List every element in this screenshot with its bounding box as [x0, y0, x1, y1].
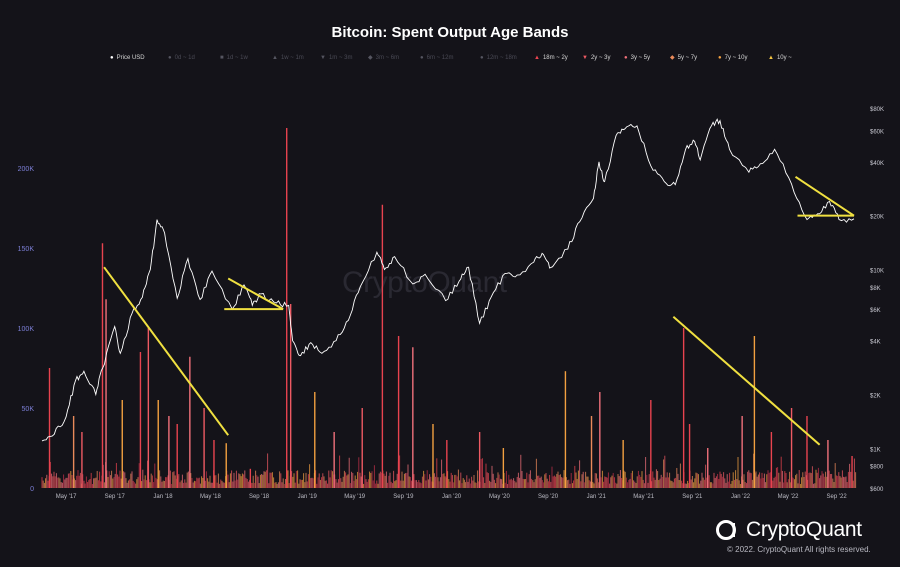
y-right-tick-label: $800: [870, 465, 884, 471]
legend-label: 10y ~: [776, 55, 792, 61]
x-tick-label: Sep '21: [682, 494, 703, 500]
x-tick-label: Sep '20: [538, 494, 559, 500]
x-tick-label: Jan '19: [298, 494, 318, 500]
legend-item[interactable]: ● 6m ~ 12m: [420, 55, 453, 61]
y-right-tick-label: $8K: [870, 286, 881, 292]
price-usd-line: [41, 118, 855, 442]
x-tick-label: Sep '18: [249, 494, 270, 500]
x-tick-label: May '17: [56, 494, 77, 500]
legend-label: 3m ~ 6m: [375, 55, 400, 61]
legend-item[interactable]: ● 12m ~ 18m: [480, 55, 517, 61]
cryptoquant-logo: CryptoQuant: [716, 516, 862, 544]
legend-label: 1w ~ 1m: [280, 55, 304, 61]
y-right-tick-label: $4K: [870, 340, 881, 346]
y-right-tick-label: $6K: [870, 308, 881, 314]
x-tick-label: Jan '21: [587, 494, 607, 500]
legend-item[interactable]: ■ 1d ~ 1w: [220, 55, 248, 61]
brand-name: CryptoQuant: [746, 518, 862, 541]
legend-label: 12m ~ 18m: [486, 55, 517, 61]
legend-marker-icon: ●: [624, 55, 628, 61]
y-right-tick-label: $60K: [870, 129, 884, 135]
x-tick-label: Jan '22: [731, 494, 751, 500]
x-tick-label: Sep '17: [105, 494, 126, 500]
legend-marker-icon: ◆: [670, 55, 675, 61]
legend-marker-icon: ▼: [320, 55, 326, 61]
x-tick-label: May '21: [633, 494, 654, 500]
legend-item[interactable]: ▲ 18m ~ 2y: [534, 55, 568, 61]
legend-label: 3y ~ 5y: [630, 55, 651, 61]
y-left-tick-label: 150K: [18, 246, 35, 253]
legend-item[interactable]: ● 3y ~ 5y: [624, 55, 650, 61]
x-tick-label: Sep '19: [393, 494, 414, 500]
legend-label: 0d ~ 1d: [174, 55, 195, 61]
chart-legend: ● Price USD ● 0d ~ 1d ■ 1d ~ 1w ▲ 1w ~ 1m ▼ 1m ~ …: [110, 55, 792, 69]
x-tick-label: Jan '18: [153, 494, 173, 500]
y-right-tick-label: $40K: [870, 161, 884, 167]
legend-label: 6m ~ 12m: [426, 55, 454, 61]
trend-annotation-line: [103, 266, 230, 436]
legend-item[interactable]: ● 7y ~ 10y: [718, 55, 747, 61]
legend-item[interactable]: ▼ 2y ~ 3y: [582, 55, 610, 61]
x-tick-label: May '22: [778, 494, 799, 500]
legend-item[interactable]: ▲ 10y ~: [768, 55, 792, 61]
legend-label: 5y ~ 7y: [677, 55, 698, 61]
chart-title: Bitcoin: Spent Output Age Bands: [331, 24, 569, 41]
legend-label: Price USD: [116, 55, 145, 61]
legend-item[interactable]: ◆ 5y ~ 7y: [670, 55, 697, 61]
legend-item[interactable]: ● Price USD: [110, 55, 145, 61]
copyright-text: © 2022. CryptoQuant All rights reserved.: [727, 545, 871, 554]
legend-marker-icon: ◆: [368, 55, 373, 61]
legend-marker-icon: ●: [168, 55, 172, 61]
legend-label: 2y ~ 3y: [590, 55, 611, 61]
legend-item[interactable]: ◆ 3m ~ 6m: [368, 55, 399, 61]
legend-marker-icon: ●: [480, 55, 484, 61]
y-right-tick-label: $1K: [870, 447, 881, 453]
y-left-tick-label: 0: [30, 486, 34, 493]
legend-marker-icon: ▼: [582, 55, 588, 61]
trend-annotation-line: [672, 316, 821, 446]
legend-marker-icon: ●: [110, 55, 114, 61]
y-right-tick-label: $80K: [870, 107, 884, 113]
x-tick-label: May '19: [344, 494, 365, 500]
y-left-tick-label: 100K: [18, 326, 35, 333]
triangle-annotation: [794, 175, 855, 217]
x-tick-label: Sep '22: [827, 494, 848, 500]
legend-item[interactable]: ▲ 1w ~ 1m: [272, 55, 304, 61]
legend-marker-icon: ▲: [534, 55, 540, 61]
legend-marker-icon: ■: [220, 55, 224, 61]
legend-item[interactable]: ▼ 1m ~ 3m: [320, 55, 352, 61]
y-left-tick-label: 50K: [22, 406, 35, 413]
y-right-tick-label: $20K: [870, 215, 884, 221]
legend-marker-icon: ●: [718, 55, 722, 61]
legend-label: 7y ~ 10y: [724, 55, 748, 61]
legend-label: 18m ~ 2y: [542, 55, 568, 61]
x-tick-label: May '18: [200, 494, 221, 500]
watermark: CryptoQuant: [342, 266, 507, 299]
legend-marker-icon: ▲: [768, 55, 774, 61]
legend-label: 1d ~ 1w: [226, 55, 248, 61]
legend-label: 1m ~ 3m: [328, 55, 353, 61]
x-tick-label: May '20: [489, 494, 510, 500]
legend-marker-icon: ▲: [272, 55, 278, 61]
y-right-tick-label: $10K: [870, 268, 884, 274]
x-tick-label: Jan '20: [442, 494, 462, 500]
triangle-annotation: [224, 277, 284, 311]
y-left-tick-label: 200K: [18, 166, 35, 173]
y-right-tick-label: $2K: [870, 393, 881, 399]
y-right-tick-label: $600: [870, 487, 884, 493]
legend-marker-icon: ●: [420, 55, 424, 61]
legend-item[interactable]: ● 0d ~ 1d: [168, 55, 195, 61]
logo-mark-icon: [716, 520, 736, 540]
